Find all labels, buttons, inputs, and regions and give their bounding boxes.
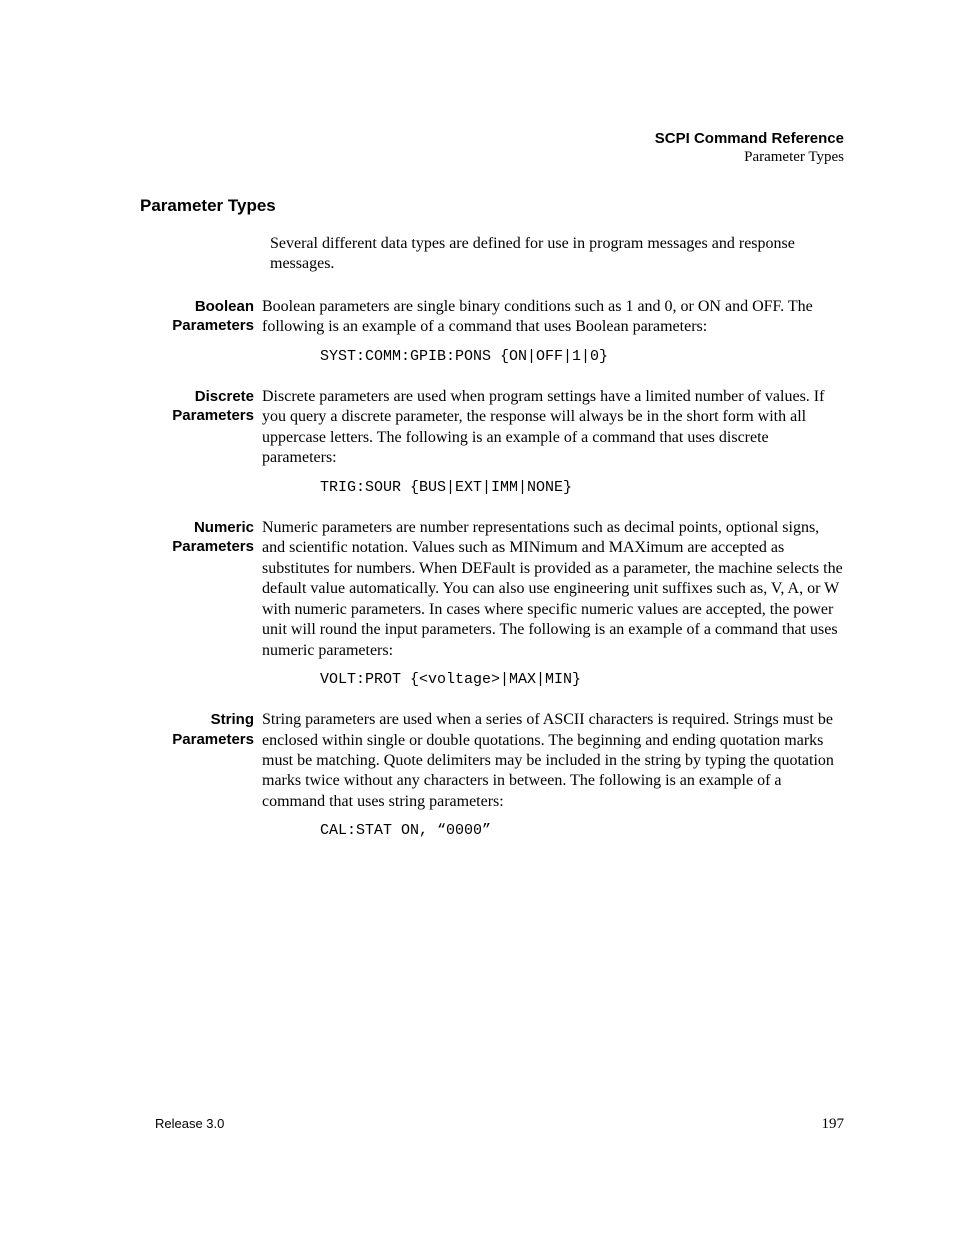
footer-release: Release 3.0 — [155, 1116, 224, 1133]
label-numeric: Numeric Parameters — [140, 518, 262, 557]
code-discrete: TRIG:SOUR {BUS|EXT|IMM|NONE} — [320, 479, 844, 496]
section-boolean: Boolean Parameters Boolean parameters ar… — [140, 297, 844, 338]
label-discrete: Discrete Parameters — [140, 387, 262, 426]
intro-paragraph: Several different data types are defined… — [270, 234, 844, 275]
header-title: SCPI Command Reference — [655, 130, 844, 147]
label-boolean: Boolean Parameters — [140, 297, 262, 336]
page: SCPI Command Reference Parameter Types P… — [0, 0, 954, 1235]
section-discrete: Discrete Parameters Discrete parameters … — [140, 387, 844, 469]
body-boolean: Boolean parameters are single binary con… — [262, 297, 844, 338]
body-discrete: Discrete parameters are used when progra… — [262, 387, 844, 469]
code-string: CAL:STAT ON, “0000” — [320, 822, 844, 839]
page-footer: Release 3.0 197 — [155, 1116, 844, 1133]
body-string: String parameters are used when a series… — [262, 710, 844, 812]
footer-page-number: 197 — [822, 1116, 845, 1133]
code-numeric: VOLT:PROT {<voltage>|MAX|MIN} — [320, 671, 844, 688]
section-numeric: Numeric Parameters Numeric parameters ar… — [140, 518, 844, 661]
content-area: Several different data types are defined… — [270, 234, 844, 275]
header-subtitle: Parameter Types — [655, 149, 844, 166]
section-string: String Parameters String parameters are … — [140, 710, 844, 812]
running-header: SCPI Command Reference Parameter Types — [655, 130, 844, 166]
body-numeric: Numeric parameters are number representa… — [262, 518, 844, 661]
section-title: Parameter Types — [140, 196, 844, 216]
code-boolean: SYST:COMM:GPIB:PONS {ON|OFF|1|0} — [320, 348, 844, 365]
label-string: String Parameters — [140, 710, 262, 749]
